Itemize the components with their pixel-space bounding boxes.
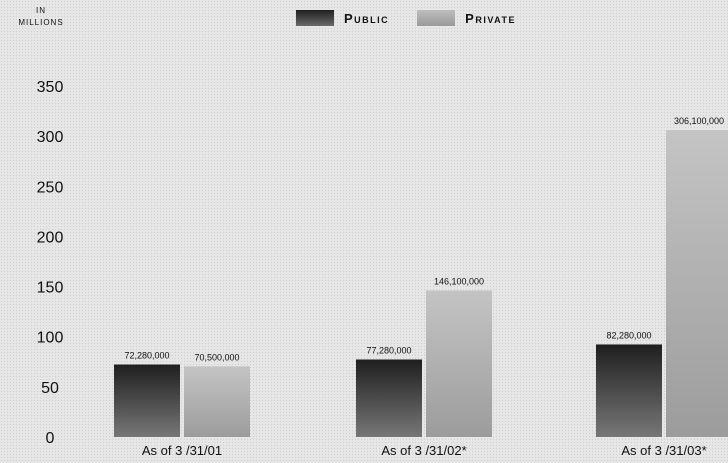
data-label-public: 77,280,000 [366, 345, 411, 355]
y-tick-label: 350 [37, 79, 64, 96]
legend-label-private: Private [465, 10, 517, 26]
y-tick-label: 0 [46, 430, 55, 447]
y-tick-label: 100 [37, 330, 64, 347]
bar-public [596, 344, 662, 437]
unit-label-line-1: In [36, 6, 46, 15]
x-tick-label: As of 3 /31/01 [142, 443, 222, 458]
data-label-private: 306,100,000 [674, 116, 724, 126]
data-label-public: 82,280,000 [606, 330, 651, 340]
y-axis-ticks: 0 50 100 150 200 250 300 350 [37, 79, 64, 447]
data-label-public: 72,280,000 [124, 351, 169, 361]
bar-private [666, 130, 728, 437]
legend-label-public: Public [344, 10, 390, 26]
bar-public [114, 364, 180, 437]
legend-swatch-public [296, 10, 334, 26]
data-label-private: 70,500,000 [194, 352, 239, 362]
bars-group: 72,280,000 70,500,000 77,280,000 146,100,00… [114, 116, 728, 437]
y-tick-label: 150 [37, 280, 64, 297]
y-tick-label: 250 [37, 179, 64, 196]
unit-label-line-2: Millions [18, 18, 64, 27]
bar-private [184, 366, 250, 437]
legend-swatch-private [417, 10, 456, 26]
bar-private [426, 290, 492, 437]
y-tick-label: 200 [37, 229, 64, 246]
data-label-private: 146,100,000 [434, 276, 484, 286]
x-axis-labels: As of 3 /31/01 As of 3 /31/02* As of 3 /31… [142, 443, 707, 458]
legend-item-public: Public [296, 10, 389, 26]
x-tick-label: As of 3 /31/02* [381, 443, 466, 458]
y-tick-label: 300 [37, 129, 64, 146]
chart-legend: Public Private [296, 10, 544, 26]
x-tick-label: As of 3 /31/03* [621, 443, 706, 458]
legend-item-private: Private [417, 10, 516, 26]
y-axis-unit-label: In Millions [6, 5, 76, 29]
bar-public [356, 359, 422, 437]
y-tick-label: 50 [41, 380, 59, 397]
